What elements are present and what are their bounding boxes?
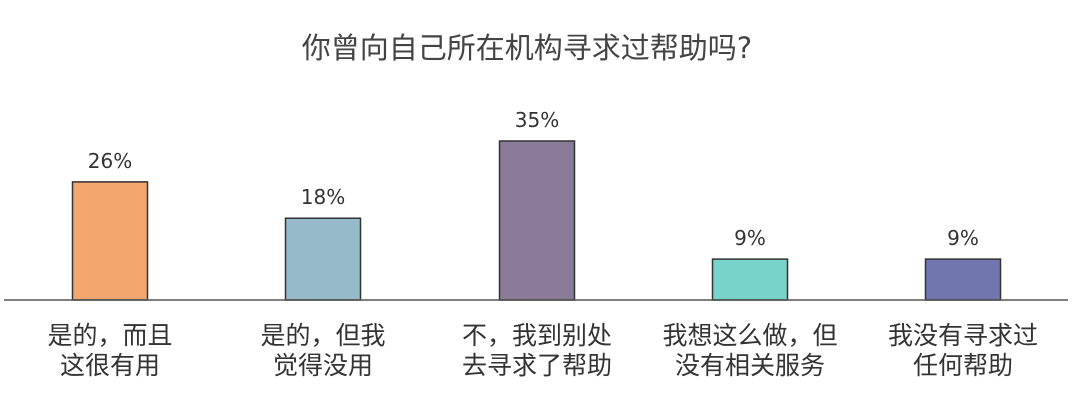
data-label-4: 9% — [734, 226, 766, 250]
bar-1 — [71, 181, 149, 301]
bar-3 — [498, 140, 576, 301]
category-label-2-line-1: 是的，但我 — [260, 321, 385, 350]
category-label-3-line-1: 不，我到别处 — [462, 321, 612, 350]
category-label-4-line-2: 没有相关服务 — [675, 351, 825, 380]
category-label-2-line-2: 觉得没用 — [273, 351, 373, 380]
chart-title: 你曾向自己所在机构寻求过帮助吗? — [302, 31, 752, 65]
category-label-1-line-1: 是的，而且 — [47, 321, 172, 350]
category-label-5-line-2: 任何帮助 — [913, 351, 1013, 380]
bar-2 — [284, 217, 362, 301]
category-label-4-line-1: 我想这么做，但 — [662, 321, 837, 350]
data-label-2: 18% — [301, 185, 345, 209]
category-label-1-line-2: 这很有用 — [60, 351, 160, 380]
bar-5 — [924, 258, 1002, 301]
bars-layer — [71, 140, 1002, 301]
data-label-3: 35% — [515, 108, 559, 132]
category-label-5-line-1: 我没有寻求过 — [888, 321, 1038, 350]
category-label-3-line-2: 去寻求了帮助 — [462, 351, 612, 380]
data-label-1: 26% — [88, 149, 132, 173]
data-label-5: 9% — [947, 226, 979, 250]
bar-4 — [711, 258, 789, 301]
